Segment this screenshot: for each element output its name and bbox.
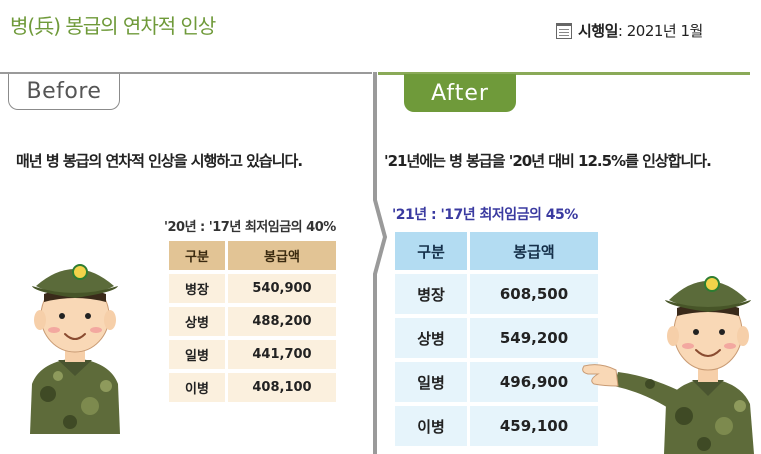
header-rank: 구분: [169, 241, 225, 270]
pay-cell: 608,500: [470, 274, 598, 314]
table-row: 이병 408,100: [169, 373, 336, 402]
soldier-illustration-right: [580, 244, 756, 454]
after-top-rule: [378, 72, 750, 75]
table-row: 병장 608,500: [395, 274, 598, 314]
rank-cell: 이병: [169, 373, 225, 402]
table-row: 이병 459,100: [395, 406, 598, 446]
before-top-rule: [0, 72, 372, 74]
date-value: : 2021년 1월: [617, 22, 703, 40]
rank-cell: 일병: [169, 340, 225, 369]
table-row: 일병 441,700: [169, 340, 336, 369]
header-rank: 구분: [395, 232, 467, 270]
pay-cell: 540,900: [228, 274, 336, 303]
pay-cell: 549,200: [470, 318, 598, 358]
rank-cell: 병장: [395, 274, 467, 314]
panel-divider: [372, 72, 388, 454]
table-row: 일병 496,900: [395, 362, 598, 402]
table-row: 상병 549,200: [395, 318, 598, 358]
pay-cell: 408,100: [228, 373, 336, 402]
pay-cell: 488,200: [228, 307, 336, 336]
rank-cell: 이병: [395, 406, 467, 446]
after-pay-table: 구분 봉급액 병장 608,500 상병 549,200 일병 496,900 …: [392, 228, 601, 450]
table-header-row: 구분 봉급액: [395, 232, 598, 270]
rank-cell: 일병: [395, 362, 467, 402]
header-pay: 봉급액: [470, 232, 598, 270]
before-note: '20년 : '17년 최저임금의 40%: [164, 220, 336, 235]
header-pay: 봉급액: [228, 241, 336, 270]
effective-date: 시행일 : 2021년 1월: [556, 20, 703, 41]
calendar-icon: [556, 22, 572, 39]
rank-cell: 상병: [169, 307, 225, 336]
before-tab: Before: [8, 74, 120, 110]
pay-cell: 459,100: [470, 406, 598, 446]
pay-cell: 496,900: [470, 362, 598, 402]
pay-cell: 441,700: [228, 340, 336, 369]
rank-cell: 상병: [395, 318, 467, 358]
after-note: '21년 : '17년 최저임금의 45%: [392, 207, 578, 223]
soldier-illustration-left: [20, 244, 130, 434]
after-tab: After: [404, 74, 516, 112]
table-row: 병장 540,900: [169, 274, 336, 303]
table-header-row: 구분 봉급액: [169, 241, 336, 270]
page-title: 병(兵) 봉급의 연차적 인상: [10, 14, 216, 38]
table-row: 상병 488,200: [169, 307, 336, 336]
after-description: '21년에는 병 봉급을 '20년 대비 12.5%를 인상합니다.: [384, 152, 712, 170]
before-pay-table: 구분 봉급액 병장 540,900 상병 488,200 일병 441,700 …: [166, 237, 339, 406]
before-description: 매년 병 봉급의 연차적 인상을 시행하고 있습니다.: [16, 152, 303, 170]
rank-cell: 병장: [169, 274, 225, 303]
date-label: 시행일: [578, 22, 618, 40]
